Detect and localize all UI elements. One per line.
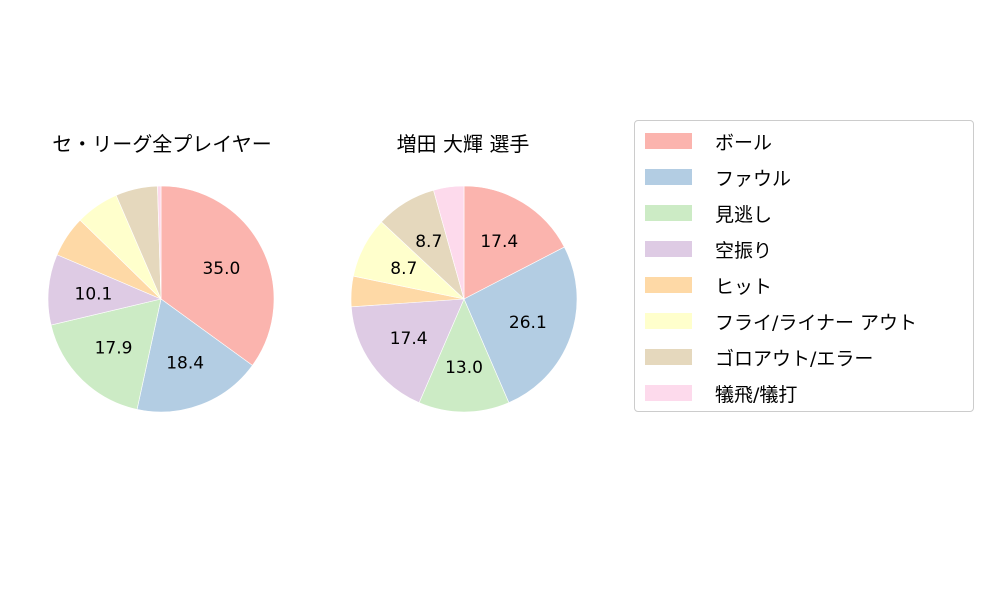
legend-label: ファウル	[715, 167, 792, 190]
right-pie-title: 増田 大輝 選手	[396, 132, 530, 156]
slice-label: 26.1	[509, 313, 547, 333]
slice-label: 17.9	[95, 338, 133, 358]
pie-slice	[350, 298, 465, 404]
pie-slice	[463, 185, 565, 300]
pie-slice	[47, 254, 162, 326]
slice-label: 35.0	[202, 259, 240, 279]
pie-slice	[136, 298, 253, 413]
legend-label: 空振り	[715, 239, 773, 262]
legend-item: ヒット	[645, 275, 772, 298]
legend-item: 見逃し	[645, 203, 772, 226]
pie-slice	[160, 185, 275, 366]
pie-slice	[50, 298, 162, 410]
slice-label: 8.7	[390, 259, 417, 279]
legend-swatch	[645, 313, 692, 329]
legend-label: ボール	[715, 131, 773, 154]
legend-label: ヒット	[715, 275, 773, 298]
legend-swatch	[645, 349, 692, 365]
legend-swatch	[645, 169, 692, 185]
slice-label: 13.0	[445, 358, 483, 378]
pie-slice	[433, 185, 465, 300]
legend-swatch	[645, 277, 692, 293]
slice-label: 17.4	[390, 329, 428, 349]
legend-label: フライ/ライナー アウト	[715, 311, 918, 334]
legend-item: ファウル	[645, 167, 791, 190]
legend-item: 犠飛/犠打	[645, 383, 797, 406]
legend-swatch	[645, 133, 692, 149]
left-pie-title: セ・リーグ全プレイヤー	[52, 132, 272, 156]
legend: ボールファウル見逃し空振りヒットフライ/ライナー アウト ゴロアウト/エラー 犠飛/…	[634, 120, 974, 412]
slice-label: 18.4	[166, 353, 204, 373]
slice-label: 17.4	[480, 232, 518, 252]
legend-item: ボール	[645, 131, 772, 154]
legend-swatch	[645, 241, 692, 257]
legend-label: 犠飛/犠打	[715, 383, 798, 406]
legend-label: 見逃し	[715, 203, 773, 226]
pie-slice	[157, 185, 162, 300]
slice-label: 8.7	[415, 232, 442, 252]
slice-label: 10.1	[75, 284, 113, 304]
legend-item: フライ/ライナー アウト	[645, 311, 917, 334]
legend-swatch	[645, 385, 692, 401]
legend-label: ゴロアウト/エラー	[715, 347, 874, 370]
pie-slice	[418, 298, 510, 413]
legend-item: 空振り	[645, 239, 772, 262]
legend-swatch	[645, 205, 692, 221]
legend-item: ゴロアウト/エラー	[645, 347, 873, 370]
